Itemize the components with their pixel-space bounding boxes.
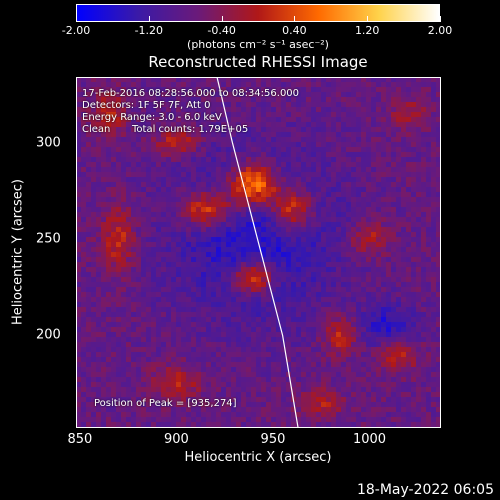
colorbar-tick-label: 0.40 [282,24,307,37]
colorbar-tick-label: 1.20 [354,24,380,37]
heatmap-svg [76,77,441,428]
x-tick-label: 850 [67,432,93,447]
annotation-detectors: Detectors: 1F 5F 7F, Att 0 [82,100,211,111]
plot-area [76,77,441,428]
colorbar-tickmark [148,16,150,22]
heatmap-cells [76,77,441,428]
colorbar-units: (photons cm⁻² s⁻¹ asec⁻²) [187,38,329,51]
colorbar-tickmark [221,16,223,22]
colorbar-tick-label: 2.00 [427,24,453,37]
colorbar-tickmark [76,16,77,22]
y-tick-label: 200 [36,327,61,343]
footer-date: 18-May-2022 06:05 [356,482,494,498]
colorbar-tickmark [440,16,441,22]
x-tick-label: 900 [164,432,189,447]
y-tick-label: 300 [36,135,61,151]
annotation-peak-position: Position of Peak = [935,274] [94,398,237,409]
y-tick-label: 250 [36,231,61,247]
annotation-energy-range: Energy Range: 3.0 - 6.0 keV [82,112,222,123]
chart-title: Reconstructed RHESSI Image [148,53,368,71]
annotation-time-range: 17-Feb-2016 08:28:56.000 to 08:34:56.000 [82,88,300,99]
annotation-method: Clean [82,124,111,135]
x-tick-label: 950 [260,432,286,447]
colorbar-tick-label: -1.20 [134,24,164,37]
annotation-total-counts: Total counts: 1.79E+05 [132,124,249,135]
colorbar-tick-label: -0.40 [207,24,236,37]
colorbar-tick-label: -2.00 [61,24,91,37]
solar-limb-line [216,77,299,428]
y-axis-label: Heliocentric Y (arcsec) [10,179,26,325]
x-tick-label: 1000 [352,432,387,447]
colorbar-tickmark [367,16,369,22]
colorbar-tickmark [294,16,296,22]
colorbar [76,4,440,22]
x-axis-label: Heliocentric X (arcsec) [184,450,332,465]
